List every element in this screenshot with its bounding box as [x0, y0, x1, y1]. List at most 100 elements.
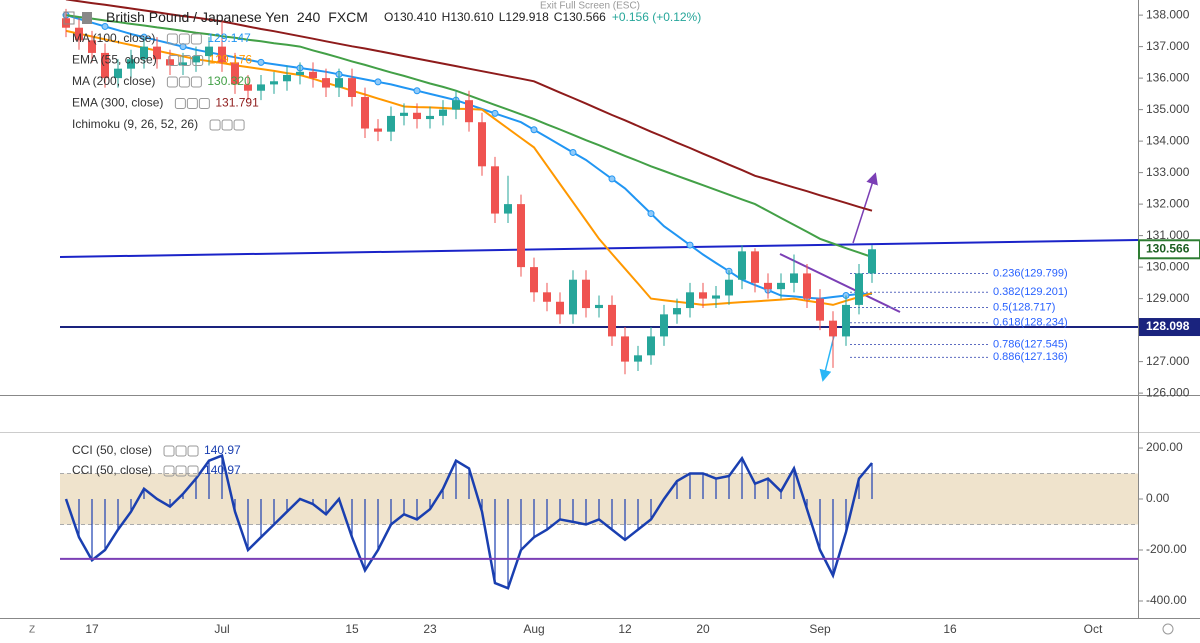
candle-body [569, 279, 577, 315]
legend-icon[interactable] [175, 445, 187, 457]
y-tick-label: 200.00 [1146, 440, 1183, 454]
candle-body [283, 74, 291, 82]
y-tick-label: -200.00 [1146, 542, 1187, 556]
candle-body [816, 298, 824, 321]
legend-icon[interactable] [166, 33, 178, 45]
legend-icon[interactable] [168, 55, 180, 66]
legend-icon[interactable] [209, 119, 221, 131]
legend-icon[interactable] [163, 465, 175, 477]
legend-icon[interactable] [233, 119, 245, 131]
candle-body [465, 100, 473, 123]
legend-icon[interactable] [180, 55, 192, 66]
ma-marker [179, 43, 187, 51]
legend-name: MA (200, close) [72, 74, 155, 88]
candle-body [218, 46, 226, 63]
candle-body [712, 295, 720, 299]
candle-body [868, 249, 876, 274]
plot-area [60, 453, 1138, 590]
ma-line [65, 0, 873, 212]
legend-icon[interactable] [166, 76, 178, 88]
y-tick-label: 131.000 [1146, 228, 1190, 242]
candle-body [855, 273, 863, 305]
candle-body [166, 59, 174, 66]
legend-value: 131.791 [215, 96, 259, 110]
fib-label: 0.236(129.799) [993, 267, 1068, 279]
legend-name: MA (100, close) [72, 31, 155, 45]
candle-body [543, 292, 551, 302]
candle-body [699, 292, 707, 299]
candle-body [114, 68, 122, 79]
ma-marker [374, 78, 382, 86]
settings-icon[interactable] [1162, 623, 1174, 635]
legend-icon[interactable] [187, 445, 199, 457]
candle-body [660, 314, 668, 337]
x-tick-label: 12 [618, 622, 632, 636]
candle-body [413, 112, 421, 120]
corner-label[interactable]: Z [29, 625, 35, 636]
y-tick-label: -400.00 [1146, 593, 1187, 607]
candle-body [673, 308, 681, 315]
candle-body [790, 273, 798, 283]
candle-body [686, 292, 694, 309]
candle-body [517, 204, 525, 268]
candle-body [127, 59, 135, 69]
y-tick-label: 134.000 [1146, 133, 1190, 147]
ma-marker [686, 241, 694, 249]
candle-body [452, 100, 460, 110]
y-tick-label: 129.000 [1146, 291, 1190, 305]
x-tick-label: Oct [1084, 622, 1103, 636]
candle-body [309, 71, 317, 79]
candle-body [257, 84, 265, 91]
candle-body [725, 279, 733, 296]
legend-icon[interactable] [187, 465, 199, 477]
legend-icon[interactable] [190, 33, 202, 45]
legend-icon[interactable] [175, 465, 187, 477]
legend-icon[interactable] [192, 55, 204, 66]
legend-value: 129.147 [207, 31, 251, 45]
legend-icon[interactable] [174, 98, 186, 109]
legend-icon[interactable] [178, 33, 190, 45]
plot-area [60, 0, 1138, 375]
y-tick-label: 130.000 [1146, 259, 1190, 273]
candle-body [556, 301, 564, 315]
fib-label: 0.618(128.234) [993, 317, 1068, 329]
candle-body [426, 115, 434, 120]
candle-body [504, 204, 512, 214]
legend-icon[interactable] [190, 76, 202, 88]
source: FXCM [328, 9, 368, 25]
legend-icon[interactable] [163, 445, 175, 457]
cci-line [64, 453, 873, 590]
x-tick-label: Sep [809, 622, 831, 636]
exit-hint[interactable]: Exit Full Screen (ESC) [540, 1, 640, 12]
legend-icon[interactable] [198, 98, 210, 109]
ohlc-value: C130.566 [554, 10, 606, 24]
ohlc-value: H130.610 [442, 10, 494, 24]
candle-body [777, 282, 785, 290]
fib-label: 0.886(127.136) [993, 351, 1068, 363]
candle-body [296, 71, 304, 75]
fib-label: 0.382(129.201) [993, 286, 1068, 298]
ma-marker [101, 22, 109, 30]
candle-body [530, 267, 538, 293]
candle-body [270, 81, 278, 85]
legend-value: 140.97 [204, 443, 241, 457]
candle-body [764, 282, 772, 290]
candle-body [595, 304, 603, 309]
fib-label: 0.5(128.717) [993, 301, 1055, 313]
legend-icon[interactable] [178, 76, 190, 88]
change: +0.156 (+0.12%) [612, 10, 701, 24]
last-price-box [1138, 239, 1200, 260]
candle-body [439, 109, 447, 116]
legend-icon[interactable] [186, 98, 198, 109]
candle-body [478, 122, 486, 167]
y-tick-label: 127.000 [1146, 354, 1190, 368]
ma-marker [491, 109, 499, 117]
candle-body [244, 84, 252, 91]
candle-body [179, 62, 187, 66]
ma-marker [257, 58, 265, 66]
candle-body [621, 336, 629, 362]
candle-body [582, 279, 590, 309]
legend-icon[interactable] [221, 119, 233, 131]
